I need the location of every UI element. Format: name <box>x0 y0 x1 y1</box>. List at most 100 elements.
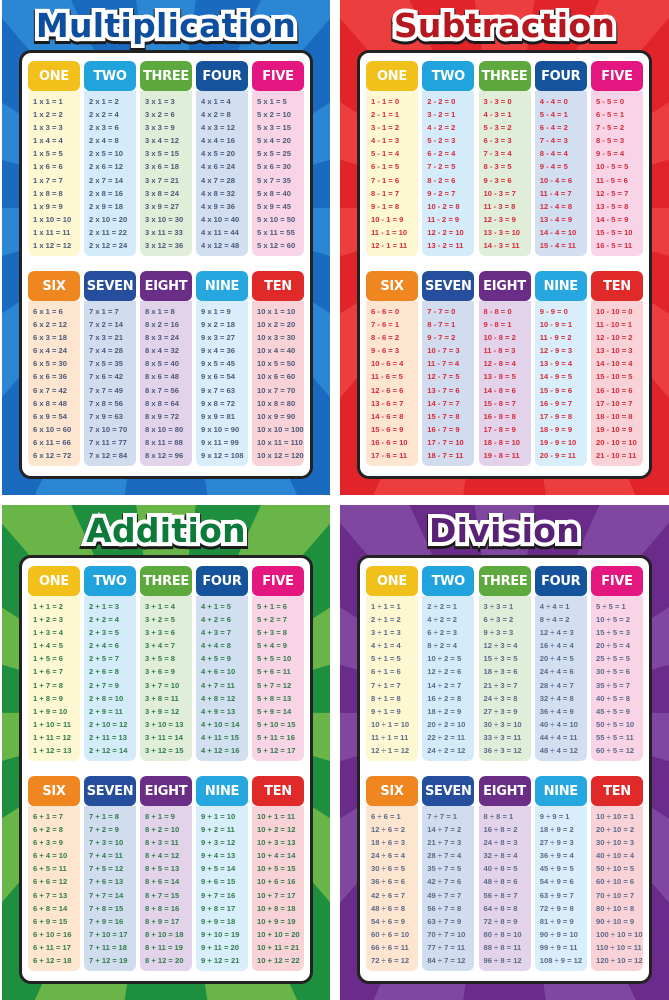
equation: 8 x 4 = 32 <box>145 346 179 356</box>
equation: 5 x 7 = 35 <box>257 175 291 185</box>
equation: 14 - 9 = 5 <box>539 372 573 382</box>
equation: 7 x 1 = 7 <box>89 307 119 316</box>
equation: 28 ÷ 4 = 7 <box>539 680 574 690</box>
equation: 7 - 3 = 4 <box>483 149 512 159</box>
equation: 4 x 7 = 28 <box>201 175 235 185</box>
equation: 55 ÷ 5 = 11 <box>596 732 634 742</box>
equation: 22 ÷ 2 = 11 <box>427 732 465 742</box>
column-header: EIGHT <box>478 776 531 806</box>
table-row-group-bottom: SIX 6 ÷ 6 = 1 12 ÷ 6 = 2 18 ÷ 6 = 3 24 ÷ 6 =… <box>366 776 643 972</box>
equation: 8 x 9 = 72 <box>145 411 179 421</box>
equation: 8 ÷ 2 = 4 <box>427 641 457 651</box>
equation: 5 x 3 = 15 <box>257 123 291 133</box>
column-header: FOUR <box>196 566 248 596</box>
column-body: 4 x 1 = 4 4 x 2 = 8 4 x 3 = 12 4 x 4 = 16 4 … <box>196 91 248 257</box>
column-header: SIX <box>28 271 80 301</box>
equation: 7 + 11 = 18 <box>89 942 128 952</box>
equation: 18 - 10 = 8 <box>596 411 633 421</box>
equation: 15 ÷ 3 = 5 <box>483 654 518 664</box>
equation: 1 ÷ 1 = 1 <box>371 602 401 611</box>
equation: 3 + 3 = 6 <box>145 628 175 638</box>
column-header: SEVEN <box>422 271 475 301</box>
column-five: FIVE 5 + 1 = 6 5 + 2 = 7 5 + 3 = 8 5 + 4 = 9… <box>252 566 304 762</box>
equation: 16 ÷ 2 = 8 <box>427 693 462 703</box>
equation: 3 - 2 = 1 <box>427 110 456 120</box>
equation: 15 - 6 = 9 <box>371 424 404 434</box>
equation: 5 + 2 = 7 <box>257 615 287 625</box>
column-header: THREE <box>478 61 531 91</box>
equation: 10 - 2 = 8 <box>427 201 460 211</box>
equation: 9 + 12 = 21 <box>201 956 240 966</box>
equation: 18 - 9 = 9 <box>539 424 573 434</box>
column-one: ONE 1 ÷ 1 = 1 2 ÷ 1 = 2 3 ÷ 1 = 3 4 ÷ 1 = 4 5… <box>366 566 418 762</box>
column-header: FOUR <box>196 61 248 91</box>
equation: 7 + 9 = 16 <box>89 916 124 926</box>
equation: 2 + 12 = 14 <box>89 746 128 756</box>
equation: 7 - 7 = 0 <box>427 307 456 316</box>
equation: 2 x 4 = 8 <box>89 136 119 146</box>
equation: 4 ÷ 4 = 1 <box>539 602 570 611</box>
equation: 56 ÷ 8 = 7 <box>483 890 518 900</box>
equation: 9 - 6 = 3 <box>371 346 400 356</box>
column-body: 1 x 1 = 1 1 x 2 = 2 1 x 3 = 3 1 x 4 = 4 1 x … <box>28 91 80 257</box>
table-card: ONE 1 ÷ 1 = 1 2 ÷ 1 = 2 3 ÷ 1 = 3 4 ÷ 1 = 4 5… <box>357 555 652 984</box>
equation: 12 ÷ 3 = 4 <box>483 641 518 651</box>
equation: 7 x 5 = 35 <box>89 359 123 369</box>
equation: 9 x 5 = 45 <box>201 359 235 369</box>
equation: 8 - 4 = 4 <box>539 149 568 159</box>
equation: 5 x 12 = 60 <box>257 241 296 251</box>
poster-title: Division Division Division <box>340 507 669 557</box>
column-body: 7 x 1 = 7 7 x 2 = 14 7 x 3 = 21 7 x 4 = 28 7… <box>84 301 136 467</box>
equation: 4 + 9 = 13 <box>201 706 236 716</box>
equation: 17 - 6 = 11 <box>371 451 408 461</box>
equation: 7 x 6 = 42 <box>89 372 123 382</box>
column-nine: NINE 9 + 1 = 10 9 + 2 = 11 9 + 3 = 12 9 + 4 … <box>196 776 248 972</box>
equation: 50 ÷ 10 = 5 <box>596 864 635 874</box>
equation: 10 x 10 = 100 <box>257 424 304 434</box>
equation: 42 ÷ 6 = 7 <box>371 890 405 900</box>
equation: 9 - 5 = 4 <box>596 149 625 159</box>
equation: 10 x 2 = 20 <box>257 320 296 330</box>
equation: 2 ÷ 1 = 2 <box>371 615 401 625</box>
equation: 2 x 5 = 10 <box>89 149 123 159</box>
equation: 2 + 9 = 11 <box>89 706 123 716</box>
equation: 3 x 5 = 15 <box>145 149 179 159</box>
column-body: 6 ÷ 6 = 1 12 ÷ 6 = 2 18 ÷ 6 = 3 24 ÷ 6 = 4 3… <box>366 806 418 972</box>
equation: 4 + 6 = 10 <box>201 667 236 677</box>
equation: 40 ÷ 8 = 5 <box>483 864 518 874</box>
equation: 2 + 11 = 13 <box>89 732 128 742</box>
poster-title-text: Multiplication <box>35 6 297 45</box>
column-body: 8 - 8 = 0 9 - 8 = 1 10 - 8 = 2 11 - 8 = 3 12… <box>478 301 531 467</box>
equation: 1 x 1 = 1 <box>33 97 63 106</box>
equation: 14 - 7 = 7 <box>427 398 460 408</box>
equation: 7 x 11 = 77 <box>89 437 127 447</box>
column-header: FOUR <box>534 61 587 91</box>
equation: 7 + 4 = 11 <box>89 851 123 861</box>
equation: 20 - 9 = 11 <box>539 451 576 461</box>
column-six: SIX 6 - 6 = 0 7 - 6 = 1 8 - 6 = 2 9 - 6 = 3 1… <box>366 271 418 467</box>
equation: 13 - 3 = 10 <box>483 227 521 237</box>
equation: 4 - 2 = 2 <box>427 123 456 133</box>
equation: 1 x 10 = 10 <box>33 214 72 224</box>
column-body: 5 ÷ 5 = 1 10 ÷ 5 = 2 15 ÷ 5 = 3 20 ÷ 5 = 4 2… <box>591 596 643 762</box>
equation: 6 + 4 = 10 <box>33 851 68 861</box>
equation: 7 x 8 = 56 <box>89 398 123 408</box>
equation: 8 x 2 = 16 <box>145 320 179 330</box>
column-body: 3 ÷ 3 = 1 6 ÷ 3 = 2 9 ÷ 3 = 3 12 ÷ 3 = 4 15 … <box>478 596 531 762</box>
equation: 9 - 9 = 0 <box>539 307 568 316</box>
equation: 5 x 6 = 30 <box>257 162 291 172</box>
poster-title: Multiplication Multiplication Multiplicati… <box>2 2 330 52</box>
column-body: 6 - 6 = 0 7 - 6 = 1 8 - 6 = 2 9 - 6 = 3 10 -… <box>366 301 418 467</box>
poster-division: Division Division Division ONE 1 ÷ 1 = 1 2 ÷ … <box>340 505 669 1000</box>
column-body: 5 + 1 = 6 5 + 2 = 7 5 + 3 = 8 5 + 4 = 9 5 + … <box>252 596 304 762</box>
equation: 4 x 9 = 36 <box>201 201 235 211</box>
equation: 8 + 3 = 11 <box>145 838 179 848</box>
column-ten: TEN 10 + 1 = 11 10 + 2 = 12 10 + 3 = 13 10 +… <box>252 776 304 972</box>
equation: 6 - 6 = 0 <box>371 307 400 316</box>
column-body: 10 + 1 = 11 10 + 2 = 12 10 + 3 = 13 10 + 4 … <box>252 806 304 972</box>
equation: 17 - 7 = 10 <box>427 437 464 447</box>
equation: 14 ÷ 7 = 2 <box>427 825 462 835</box>
equation: 4 ÷ 1 = 4 <box>371 641 401 651</box>
